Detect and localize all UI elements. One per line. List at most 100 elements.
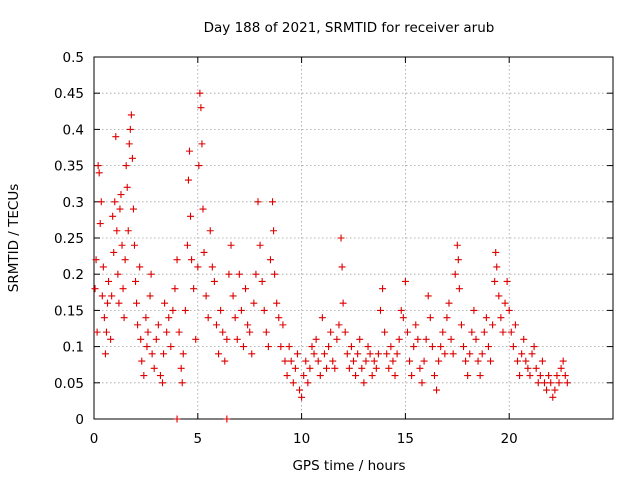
data-point (385, 364, 393, 372)
data-point (399, 314, 407, 322)
data-point (163, 328, 171, 336)
data-point (99, 263, 107, 271)
data-point (304, 379, 312, 387)
data-point (98, 292, 106, 300)
data-point (547, 379, 555, 387)
data-point (507, 328, 515, 336)
data-point (487, 357, 495, 365)
data-point (397, 306, 405, 314)
y-tick-label: 0.45 (54, 86, 84, 102)
data-point (117, 191, 125, 199)
data-point (110, 248, 118, 256)
x-tick-label: 5 (194, 431, 203, 447)
data-point (492, 248, 500, 256)
data-point (428, 343, 436, 351)
data-point (167, 343, 175, 351)
data-point (225, 270, 233, 278)
data-point (223, 335, 231, 343)
data-point (183, 241, 191, 249)
data-point (499, 328, 507, 336)
data-point (316, 372, 324, 380)
data-point (540, 379, 548, 387)
data-point (433, 386, 441, 394)
data-point (239, 343, 247, 351)
data-point (270, 227, 278, 235)
data-point (129, 205, 137, 213)
data-point (177, 364, 185, 372)
data-point (124, 227, 132, 235)
data-point (389, 357, 397, 365)
data-point (360, 379, 368, 387)
data-point (464, 372, 472, 380)
data-point (302, 357, 310, 365)
data-point (260, 306, 268, 314)
data-point (126, 125, 134, 133)
y-tick-label: 0.1 (63, 340, 84, 356)
data-point (468, 328, 476, 336)
y-axis-tick-labels: 0 0.05 0.1 0.15 0.2 0.25 0.3 0.35 0.4 0.45 0.5 (54, 50, 84, 428)
data-point (493, 263, 501, 271)
data-point (169, 306, 177, 314)
data-point (350, 357, 357, 365)
data-point (410, 343, 418, 351)
data-point (414, 335, 422, 343)
data-point (289, 379, 297, 387)
data-point (358, 364, 366, 372)
data-point (476, 372, 484, 380)
data-point (291, 364, 299, 372)
data-point (175, 328, 183, 336)
data-point (246, 328, 254, 336)
data-point (293, 350, 301, 358)
data-point (310, 350, 318, 358)
data-point (161, 299, 169, 307)
gridlines (94, 57, 613, 419)
data-point (133, 299, 141, 307)
data-point (119, 285, 127, 293)
data-point (134, 321, 142, 329)
data-point (210, 277, 218, 285)
data-point (262, 328, 270, 336)
data-point (118, 241, 126, 249)
y-tick-label: 0.2 (63, 267, 84, 283)
data-point (142, 314, 150, 322)
data-point (92, 256, 100, 264)
data-point (503, 277, 511, 285)
data-point (199, 205, 207, 213)
data-point (453, 241, 461, 249)
data-point (347, 343, 355, 351)
data-point (381, 328, 389, 336)
data-point (208, 263, 216, 271)
data-point (345, 364, 353, 372)
data-point (354, 350, 362, 358)
data-point (491, 277, 499, 285)
data-point (484, 343, 492, 351)
data-point (298, 393, 306, 401)
data-point (339, 299, 347, 307)
x-tick-label: 20 (501, 431, 518, 447)
data-point (192, 335, 200, 343)
data-point (229, 292, 237, 300)
data-point (109, 212, 117, 220)
data-point (553, 372, 561, 380)
data-point (393, 350, 401, 358)
x-tick-label: 10 (293, 431, 310, 447)
data-point (437, 343, 445, 351)
data-point (130, 241, 138, 249)
data-point (223, 415, 231, 423)
data-point (215, 350, 223, 358)
data-point (472, 335, 480, 343)
data-point (233, 335, 241, 343)
data-point (362, 357, 370, 365)
data-point (114, 270, 122, 278)
data-point (137, 335, 145, 343)
data-point (93, 328, 101, 336)
data-point (275, 314, 283, 322)
y-axis-label: SRMTID / TECUs (6, 184, 22, 292)
data-point (125, 140, 133, 148)
data-point (516, 372, 524, 380)
data-point (143, 343, 151, 351)
data-point (318, 314, 326, 322)
data-point (173, 415, 181, 423)
data-point (254, 198, 262, 206)
